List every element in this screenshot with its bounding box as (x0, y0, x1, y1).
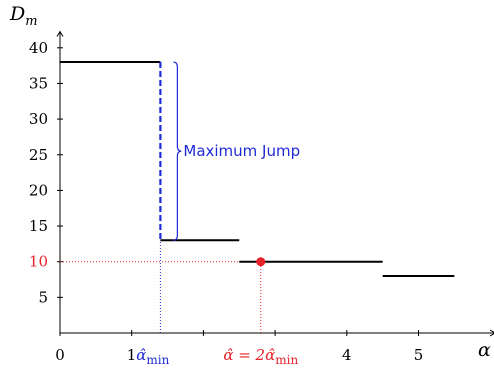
y-axis-label: Dm (9, 3, 38, 29)
x-tick-label: 4 (342, 346, 352, 364)
alpha-hat-label: α̂ = 2α̂min (223, 346, 298, 367)
jump-label: Maximum Jump (183, 142, 300, 160)
x-axis-arrow (489, 329, 494, 337)
y-tick-label: 15 (29, 217, 48, 235)
y-tick-label: 30 (29, 110, 48, 128)
y-tick-label: 20 (29, 181, 48, 199)
x-tick-label: 5 (414, 346, 424, 364)
y-tick-label: 10 (29, 253, 48, 271)
alpha-hat-point (256, 257, 266, 267)
x-axis-label: α (478, 339, 491, 361)
x-tick-label: 0 (55, 346, 65, 364)
annotations: Maximum Jump 1α̂min α̂ = 2α̂min (127, 61, 300, 367)
y-tick-label: 40 (29, 39, 48, 57)
axes: Dm α (9, 3, 494, 361)
series (60, 61, 455, 277)
y-tick-label: 5 (38, 288, 48, 306)
y-tick-label: 35 (29, 74, 48, 92)
ticks: 5 10 15 20 25 30 35 40 0 4 5 (29, 39, 423, 364)
alpha-min-label: 1α̂min (127, 346, 170, 367)
y-tick-label: 25 (29, 146, 48, 164)
guide-lines (60, 240, 262, 333)
y-axis-arrow (56, 30, 64, 37)
jump-brace (173, 61, 182, 241)
